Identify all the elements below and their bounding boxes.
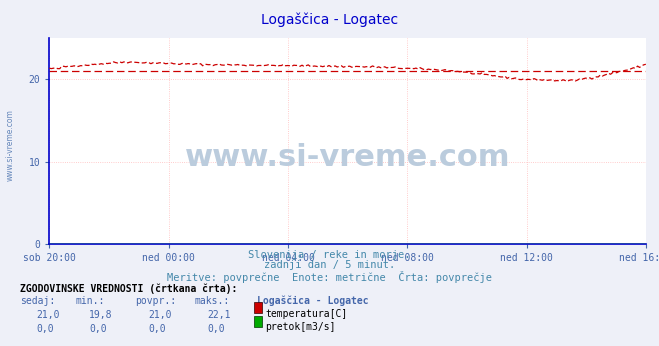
Text: 21,0: 21,0: [148, 310, 172, 320]
Text: temperatura[C]: temperatura[C]: [266, 309, 348, 319]
Text: sedaj:: sedaj:: [20, 296, 55, 306]
Text: 21,0: 21,0: [36, 310, 60, 320]
Text: 0,0: 0,0: [36, 324, 54, 334]
Text: povpr.:: povpr.:: [135, 296, 176, 306]
Text: 0,0: 0,0: [148, 324, 166, 334]
Text: 0,0: 0,0: [89, 324, 107, 334]
Text: 0,0: 0,0: [208, 324, 225, 334]
Text: zadnji dan / 5 minut.: zadnji dan / 5 minut.: [264, 260, 395, 270]
Text: 19,8: 19,8: [89, 310, 113, 320]
Text: Logaščica - Logatec: Logaščica - Logatec: [261, 12, 398, 27]
Text: www.si-vreme.com: www.si-vreme.com: [185, 143, 510, 172]
Text: Meritve: povprečne  Enote: metrične  Črta: povprečje: Meritve: povprečne Enote: metrične Črta:…: [167, 271, 492, 283]
Text: ZGODOVINSKE VREDNOSTI (črtkana črta):: ZGODOVINSKE VREDNOSTI (črtkana črta):: [20, 283, 237, 293]
Text: Slovenija / reke in morje.: Slovenija / reke in morje.: [248, 250, 411, 260]
Text: Logaščica - Logatec: Logaščica - Logatec: [257, 296, 368, 306]
Text: www.si-vreme.com: www.si-vreme.com: [5, 109, 14, 181]
Text: 22,1: 22,1: [208, 310, 231, 320]
Text: pretok[m3/s]: pretok[m3/s]: [266, 322, 336, 333]
Text: min.:: min.:: [76, 296, 105, 306]
Text: maks.:: maks.:: [194, 296, 229, 306]
